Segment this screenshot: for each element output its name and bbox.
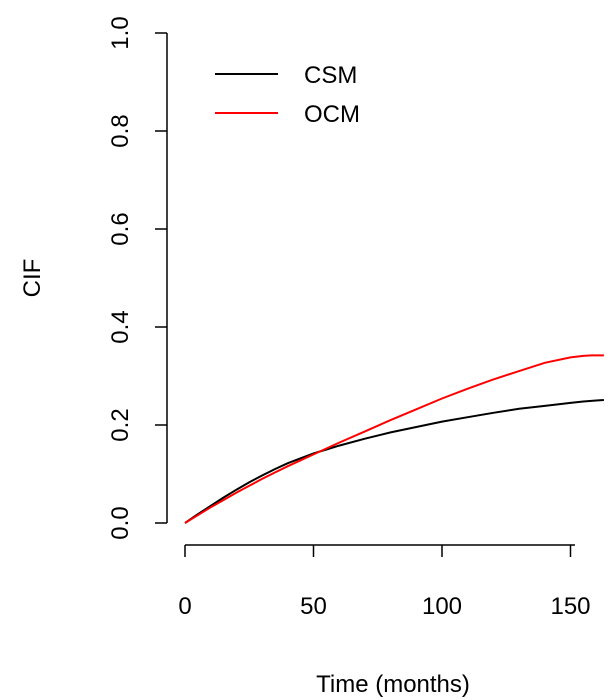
y-tick-label: 0.4 bbox=[107, 310, 134, 343]
y-tick-label: 0.6 bbox=[107, 212, 134, 245]
y-tick-label: 1.0 bbox=[107, 16, 134, 49]
y-tick-label: 0.8 bbox=[107, 114, 134, 147]
x-axis-title: Time (months) bbox=[316, 671, 470, 698]
legend-label-csm: CSM bbox=[304, 62, 357, 89]
y-axis-ticks: 0.0 0.2 0.4 0.6 0.8 1.0 bbox=[107, 16, 167, 540]
series-line-csm bbox=[184, 399, 604, 524]
x-tick-label: 100 bbox=[422, 593, 462, 620]
legend-label-ocm: OCM bbox=[304, 101, 360, 128]
y-axis-title: CIF bbox=[19, 259, 46, 298]
x-tick-label: 0 bbox=[178, 593, 191, 620]
y-tick-label: 0.0 bbox=[107, 506, 134, 539]
series-line-ocm bbox=[184, 354, 604, 524]
x-tick-label: 150 bbox=[550, 593, 590, 620]
series-group bbox=[184, 354, 604, 524]
legend: CSM OCM bbox=[215, 62, 360, 128]
plot-area: 0.0 0.2 0.4 0.6 0.8 1.0 0 50 100 150 bbox=[107, 16, 604, 620]
x-axis-ticks: 0 50 100 150 bbox=[178, 545, 591, 620]
y-tick-label: 0.2 bbox=[107, 408, 134, 441]
x-tick-label: 50 bbox=[300, 593, 327, 620]
